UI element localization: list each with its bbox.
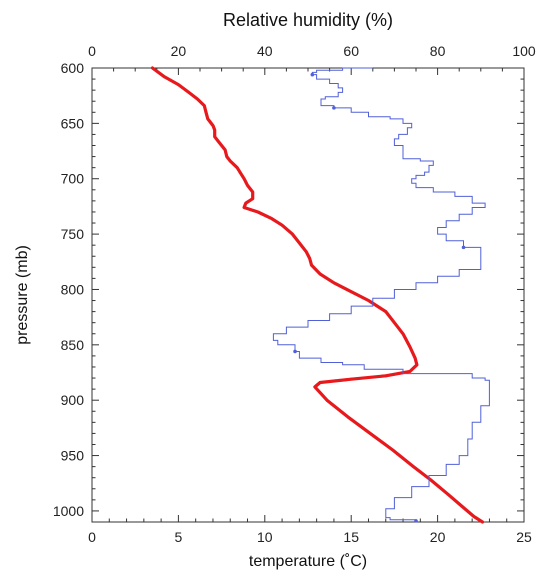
temperature-point [344,378,348,382]
temperature-point [404,370,408,374]
bottom-axis-ticks: 0 5 10 15 20 25 [88,515,532,545]
bottom-tick-label: 0 [88,529,96,545]
humidity-line [272,67,490,521]
top-tick-label: 0 [88,43,96,59]
temperature-point [323,380,327,384]
temperature-point [408,370,412,373]
humidity-marker [310,72,315,77]
temperature-point [378,374,382,378]
temperature-point [339,378,343,382]
bottom-tick-label: 15 [343,529,359,545]
bottom-tick-label: 20 [430,529,446,545]
temperature-point [396,372,400,376]
humidity-marker [461,245,466,250]
temperature-point [329,379,332,383]
top-tick-label: 20 [171,43,187,59]
left-axis-title: pressure (mb) [14,245,31,345]
top-axis-title: Relative humidity (%) [223,10,393,30]
temperature-point [372,375,376,379]
series-layer [150,66,490,524]
temperature-point [349,377,353,381]
bottom-axis-title: temperature (˚C) [249,553,367,570]
left-tick-label: 650 [61,115,85,131]
humidity-marker [293,349,297,354]
temperature-point [392,372,396,376]
left-tick-label: 950 [61,448,85,464]
temperature-point [313,385,317,389]
top-tick-label: 80 [430,43,446,59]
top-tick-label: 100 [512,43,536,59]
bottom-tick-label: 10 [257,529,273,545]
temperature-point [361,376,365,380]
temperature-point [384,374,388,378]
left-tick-label: 900 [61,392,85,408]
left-tick-label: 700 [61,171,85,187]
left-tick-label: 600 [61,60,85,76]
humidity-marker [414,519,418,523]
temperature-point [334,379,338,383]
left-tick-label: 750 [61,226,85,242]
left-tick-label: 850 [61,337,85,353]
temperature-line [150,66,485,524]
left-tick-label: 800 [61,281,85,297]
temperature-point [388,373,392,377]
humidity-marker [332,106,336,110]
bottom-tick-label: 25 [516,529,532,545]
plot-frame [91,67,525,523]
top-axis-ticks: 0 20 40 60 80 100 [88,43,536,75]
left-axis-ticks: 600 650 700 750 800 850 900 950 1000 [53,60,524,519]
temperature-point [355,377,359,381]
top-tick-label: 40 [257,43,273,59]
left-tick-label: 1000 [53,503,84,519]
top-tick-label: 60 [343,43,359,59]
bottom-tick-label: 5 [175,529,183,545]
temperature-point [367,376,370,379]
